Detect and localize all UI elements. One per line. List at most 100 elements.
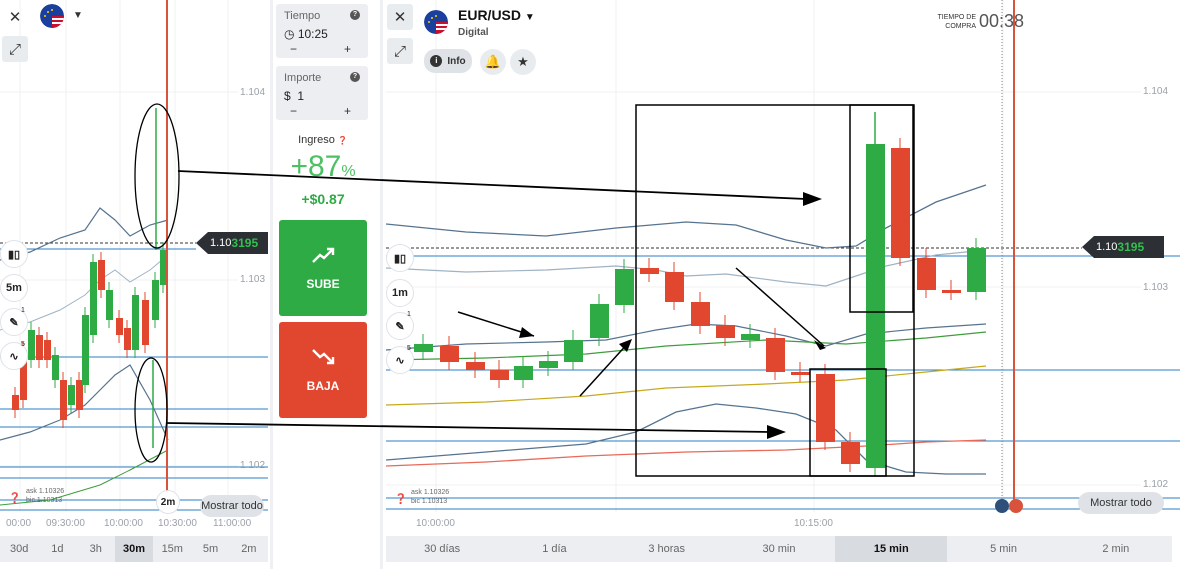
asset-selector[interactable]: EUR/USD ▼ xyxy=(458,7,535,23)
ma-green xyxy=(386,331,987,361)
timeframe-option[interactable]: 5m xyxy=(202,543,219,555)
us-eu-flag-icon[interactable] xyxy=(40,4,64,28)
expiry-marker[interactable]: 2m xyxy=(156,490,180,514)
timeframe-option[interactable]: 30 min xyxy=(762,543,796,555)
candle-period-label: 5m xyxy=(6,282,22,294)
indicator-icon[interactable]: ∿ xyxy=(386,346,414,374)
candle-body xyxy=(28,330,35,360)
currency-symbol: $ xyxy=(284,89,291,103)
candle-body xyxy=(866,144,885,468)
star-icon[interactable]: ★ xyxy=(510,49,536,75)
timeframe-option[interactable]: 2m xyxy=(241,543,257,555)
bell-icon[interactable]: 🔔 xyxy=(480,49,506,75)
candle-body xyxy=(539,361,558,368)
candles-icon[interactable]: ▮▯ xyxy=(386,244,414,272)
show-all-button[interactable]: Mostrar todo xyxy=(1078,492,1164,514)
timeframe-option-selected[interactable]: 30m xyxy=(114,536,154,562)
income-value-wrap: +87% xyxy=(274,150,372,184)
candle-body xyxy=(82,315,89,385)
candle-body xyxy=(414,344,433,352)
help-icon[interactable]: ❓ xyxy=(337,136,348,145)
candle-body xyxy=(98,260,105,290)
time-label: Tiempo xyxy=(284,10,321,22)
time-minus-button[interactable]: − xyxy=(290,42,298,56)
income-label: Ingreso xyxy=(298,134,335,146)
candle-body xyxy=(52,355,59,380)
candle-body xyxy=(640,268,659,274)
amount-value-wrap: $ 1 xyxy=(284,89,304,103)
expand-icon[interactable]: ⤢ xyxy=(2,36,28,62)
time-value: 10:25 xyxy=(297,27,328,41)
purchase-time-label-2: COMPRA xyxy=(945,23,976,30)
drawing-count-badge: 1 xyxy=(21,307,25,314)
timeframe-option[interactable]: 30d xyxy=(9,543,29,555)
timeframe-option[interactable]: 1d xyxy=(51,543,64,555)
candles-icon[interactable]: ▮▯ xyxy=(0,240,28,268)
timeframe-option[interactable]: 2 min xyxy=(1102,543,1130,555)
main-chart-canvas[interactable] xyxy=(386,0,1180,536)
annotation-box xyxy=(809,368,887,477)
baja-button[interactable]: BAJA xyxy=(279,322,367,418)
chevron-down-icon[interactable]: ▼ xyxy=(73,10,83,21)
purchase-time-label-1: TIEMPO DE xyxy=(937,14,976,21)
left-chart-canvas[interactable] xyxy=(0,0,268,540)
ma-red xyxy=(386,439,987,467)
timer-marker xyxy=(995,499,1009,513)
show-all-label: Mostrar todo xyxy=(1090,497,1152,509)
y-axis-label: 1.103 xyxy=(1143,282,1169,293)
timeframe-option[interactable]: 5 min xyxy=(990,543,1017,555)
help-icon[interactable]: ? xyxy=(350,72,360,82)
ask-bid-readout: ask 1.10326 bic 1.10313 xyxy=(411,488,449,506)
show-all-button[interactable]: Mostrar todo xyxy=(200,495,264,517)
candle-body xyxy=(841,442,860,464)
candle-period-button[interactable]: 1m xyxy=(386,279,414,307)
indicator-count-badge: 5 xyxy=(407,345,411,352)
timeframe-option[interactable]: 3h xyxy=(89,543,102,555)
candle-body xyxy=(152,280,159,320)
indicator-icon[interactable]: ∿ xyxy=(0,342,28,370)
close-icon[interactable]: ✕ xyxy=(387,4,413,30)
candle-body xyxy=(142,300,149,345)
pencil-icon[interactable]: ✎ xyxy=(386,312,414,340)
sube-button[interactable]: SUBE xyxy=(279,220,367,316)
amount-plus-button[interactable]: + xyxy=(344,104,352,118)
trend-down-icon xyxy=(311,348,335,369)
help-icon[interactable]: ❓ xyxy=(8,492,22,504)
indicator-count-badge: 5 xyxy=(21,341,25,348)
candle-body xyxy=(106,290,113,320)
trade-panel: Tiempo ? ◷ 10:25 − + Importe ? $ 1 − + I… xyxy=(274,0,380,569)
candle-body xyxy=(665,272,684,302)
candle-body xyxy=(615,269,634,305)
clock-icon: ◷ xyxy=(284,27,295,41)
candle-body xyxy=(60,380,67,420)
help-icon[interactable]: ? xyxy=(350,10,360,20)
ask-bid-readout: ask 1.10326 bic 1.10313 xyxy=(26,487,64,505)
candle-body xyxy=(564,340,583,362)
time-plus-button[interactable]: + xyxy=(344,42,352,56)
close-icon[interactable]: ✕ xyxy=(8,9,22,26)
timeframe-option-selected[interactable]: 15 min xyxy=(835,536,948,562)
expand-icon[interactable]: ⤢ xyxy=(387,38,413,64)
candle-period-button[interactable]: 5m xyxy=(0,274,28,302)
chevron-down-icon[interactable]: ▼ xyxy=(524,12,535,23)
x-axis-label: 10:30:00 xyxy=(158,518,197,529)
purchase-timer: 00:38 xyxy=(979,11,1025,31)
info-label: Info xyxy=(447,55,466,67)
timeframe-bar: 30d 1d 3h 30m 15m 5m 2m xyxy=(0,536,268,562)
info-button[interactable]: i Info xyxy=(424,49,472,73)
expiry-label: 2m xyxy=(160,496,176,508)
timeframe-option[interactable]: 30 días xyxy=(424,543,461,555)
pencil-icon[interactable]: ✎ xyxy=(0,308,28,336)
timeframe-option[interactable]: 15m xyxy=(161,543,183,555)
amount-field[interactable]: Importe ? $ 1 − + xyxy=(276,66,368,120)
amount-minus-button[interactable]: − xyxy=(290,104,298,118)
candle-body xyxy=(12,395,19,410)
timeframe-option[interactable]: 3 horas xyxy=(648,543,686,555)
annotation-arrowhead xyxy=(519,327,534,338)
help-icon[interactable]: ❓ xyxy=(394,493,408,505)
x-axis-label: 10:00:00 xyxy=(104,518,143,529)
x-axis-label: 09:30:00 xyxy=(46,518,85,529)
timeframe-option[interactable]: 1 día xyxy=(542,543,567,555)
annotation-arrow xyxy=(579,340,631,397)
time-field[interactable]: Tiempo ? ◷ 10:25 − + xyxy=(276,4,368,58)
